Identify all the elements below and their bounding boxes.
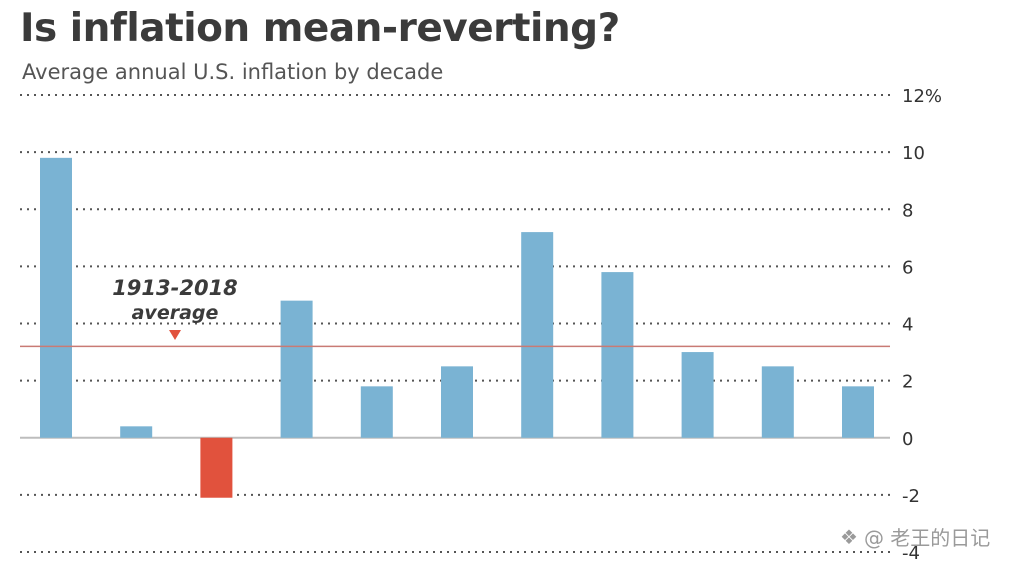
watermark: ❖ @ 老王的日记 xyxy=(840,522,990,551)
wechat-icon: ❖ xyxy=(840,524,858,549)
bar xyxy=(521,232,554,438)
y-tick-label: -4 xyxy=(902,543,920,561)
y-tick-label: 10 xyxy=(902,143,925,164)
y-tick-label: -2 xyxy=(902,486,920,507)
bar xyxy=(761,366,794,438)
chart-subtitle: Average annual U.S. inflation by decade xyxy=(22,60,444,84)
bar xyxy=(200,437,233,498)
y-tick-label: 0 xyxy=(902,429,913,450)
annotation-years: 1913-2018 xyxy=(112,276,238,300)
y-tick-label: 4 xyxy=(902,315,913,336)
y-tick-label: 8 xyxy=(902,200,913,221)
bar xyxy=(441,366,473,438)
y-axis-labels: -4 -2 0 2 4 6 8 10 12% xyxy=(902,86,942,561)
bar xyxy=(40,157,72,438)
annotation-average: average xyxy=(132,302,219,324)
bar xyxy=(120,426,153,438)
bar xyxy=(681,352,714,438)
y-tick-label: 12% xyxy=(902,86,942,107)
y-tick-label: 2 xyxy=(902,372,913,393)
bar xyxy=(280,300,313,438)
annotation-arrow xyxy=(169,330,181,340)
bar xyxy=(842,386,874,438)
y-tick-label: 6 xyxy=(902,257,913,278)
watermark-text: @ 老王的日记 xyxy=(863,526,991,550)
bars xyxy=(40,157,874,498)
bar xyxy=(360,386,393,438)
bar xyxy=(601,272,634,438)
chart-title: Is inflation mean-reverting? xyxy=(20,6,620,51)
